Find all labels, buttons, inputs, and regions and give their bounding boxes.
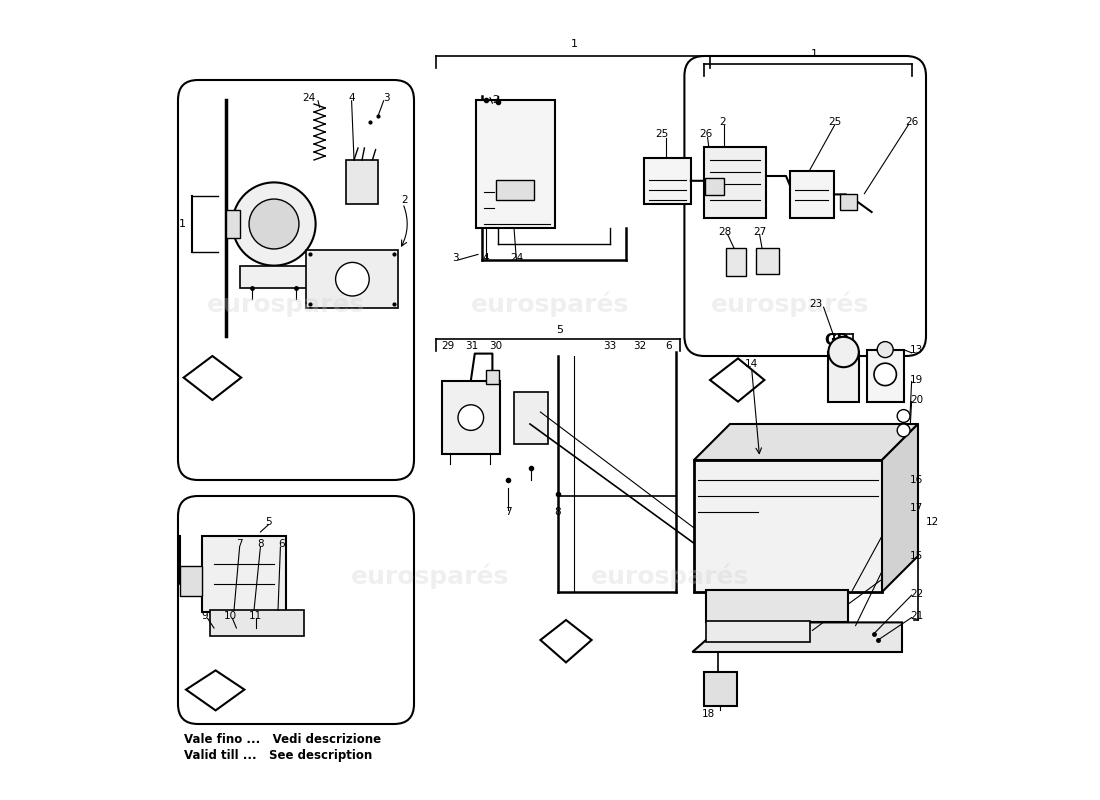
Text: 4: 4 (483, 253, 490, 262)
Bar (496, 180, 534, 200)
Text: 24: 24 (301, 93, 315, 102)
Text: 5: 5 (557, 325, 563, 334)
Text: 27: 27 (754, 227, 767, 237)
Text: eurosparés: eurosparés (351, 563, 509, 589)
Bar (757, 248, 779, 274)
Circle shape (877, 342, 893, 358)
Bar (514, 392, 548, 444)
Text: 4: 4 (349, 93, 355, 102)
Text: Valid till ...   See description: Valid till ... See description (184, 749, 372, 762)
Text: eurosparés: eurosparés (711, 291, 869, 317)
Text: 21: 21 (910, 611, 923, 621)
Text: 19: 19 (910, 375, 923, 385)
Bar (704, 147, 766, 218)
Text: 25: 25 (656, 130, 669, 139)
Text: 6: 6 (278, 539, 285, 549)
Text: 10: 10 (223, 611, 236, 621)
Bar (694, 460, 882, 592)
Bar (839, 194, 857, 210)
Text: GD: GD (824, 334, 849, 348)
Bar (210, 610, 305, 636)
Text: 12: 12 (926, 517, 939, 526)
Text: 2: 2 (719, 117, 726, 126)
Text: 3: 3 (383, 93, 389, 102)
Polygon shape (882, 424, 918, 592)
Text: 17: 17 (910, 503, 923, 513)
Text: 31: 31 (465, 341, 478, 350)
Bar (706, 590, 848, 622)
Text: 8: 8 (257, 539, 264, 549)
Bar (706, 621, 810, 642)
Bar (306, 250, 398, 308)
Text: 20: 20 (910, 395, 923, 405)
Bar (241, 266, 308, 288)
Text: 5: 5 (265, 517, 272, 526)
Text: eurosparés: eurosparés (591, 563, 749, 589)
Text: 29: 29 (441, 341, 454, 350)
Text: 28: 28 (718, 227, 732, 237)
Polygon shape (710, 358, 764, 402)
Text: 25: 25 (828, 117, 842, 126)
Circle shape (249, 199, 299, 249)
Text: 13: 13 (910, 346, 923, 355)
Text: 24: 24 (509, 253, 522, 262)
Polygon shape (692, 622, 902, 652)
Bar (442, 381, 499, 454)
Text: 7: 7 (236, 539, 243, 549)
Bar (704, 672, 737, 706)
Circle shape (898, 424, 910, 437)
Polygon shape (186, 670, 244, 710)
Circle shape (232, 182, 316, 266)
Text: eurosparés: eurosparés (207, 291, 365, 317)
Circle shape (874, 363, 896, 386)
Text: 22: 22 (910, 589, 923, 598)
Text: 7: 7 (505, 507, 512, 517)
Bar (867, 350, 903, 402)
Text: 33: 33 (604, 341, 617, 350)
Circle shape (898, 410, 910, 422)
Bar (180, 566, 202, 596)
Bar (828, 352, 859, 402)
Text: Vale fino ...   Vedi descrizione: Vale fino ... Vedi descrizione (184, 733, 381, 746)
Bar (476, 100, 554, 228)
Text: 26: 26 (700, 130, 713, 139)
Text: 6: 6 (666, 341, 672, 350)
Circle shape (458, 405, 484, 430)
Text: 23: 23 (808, 299, 822, 309)
Bar (726, 248, 746, 276)
Text: 26: 26 (905, 117, 918, 126)
Text: 14: 14 (745, 359, 758, 369)
Circle shape (336, 262, 370, 296)
Bar (486, 370, 498, 384)
Bar (705, 178, 725, 195)
Bar (790, 171, 834, 218)
Polygon shape (694, 424, 918, 460)
Text: 2: 2 (402, 195, 408, 205)
Text: 1: 1 (571, 39, 578, 49)
Text: 1: 1 (178, 219, 186, 229)
Polygon shape (540, 620, 592, 662)
Text: 15: 15 (910, 551, 923, 561)
Text: 16: 16 (910, 475, 923, 485)
Text: 1: 1 (811, 49, 817, 58)
Text: 3: 3 (452, 253, 459, 262)
Bar (645, 158, 691, 204)
Polygon shape (184, 356, 241, 400)
Bar (346, 160, 378, 204)
Bar (202, 536, 286, 612)
Circle shape (828, 337, 859, 367)
Text: 32: 32 (632, 341, 646, 350)
Text: 11: 11 (249, 611, 262, 621)
Text: eurosparés: eurosparés (471, 291, 629, 317)
Text: 9: 9 (201, 611, 208, 621)
Text: 18: 18 (702, 709, 715, 718)
Text: 8: 8 (554, 507, 561, 517)
Bar (226, 210, 241, 238)
Text: 30: 30 (490, 341, 503, 350)
Text: 2: 2 (493, 95, 499, 105)
